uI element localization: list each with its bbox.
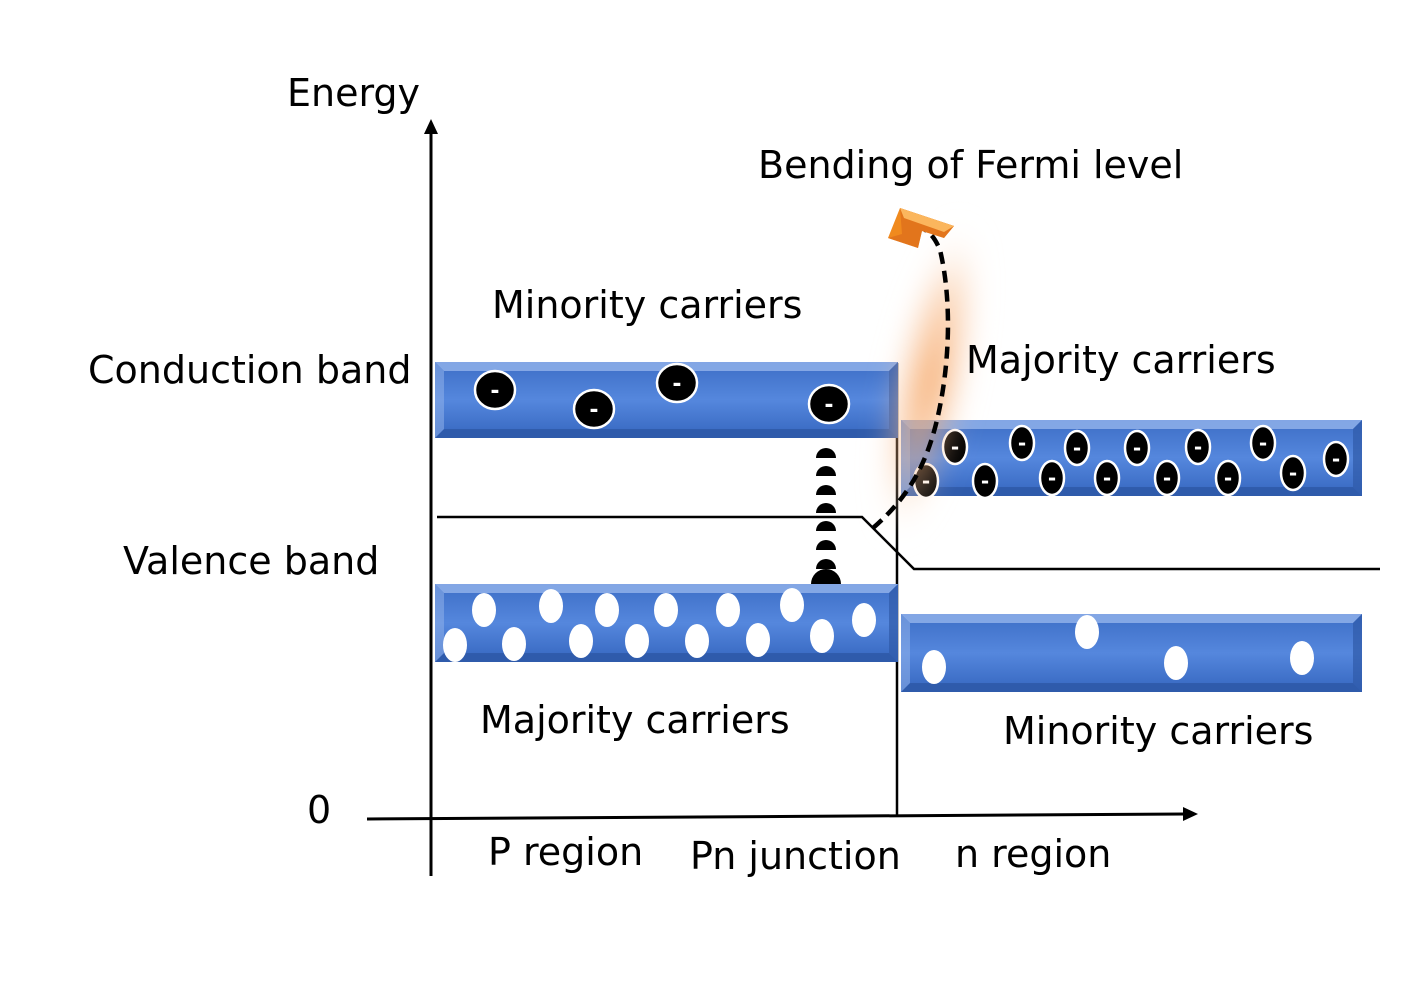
electron-charge-symbol: -	[1163, 466, 1171, 490]
transition-carrier	[816, 503, 836, 513]
electron-charge-symbol: -	[1133, 436, 1141, 460]
conduction-band-label: Conduction band	[88, 348, 411, 392]
n-majority-carriers-label: Majority carriers	[966, 338, 1276, 382]
electron-charge-symbol: -	[981, 469, 989, 493]
hole	[539, 589, 563, 623]
pn-junction-label: Pn junction	[690, 834, 901, 878]
electron: -	[971, 462, 999, 500]
position-axis-arrowhead	[1183, 807, 1198, 821]
p-majority-carriers-label: Majority carriers	[480, 698, 790, 742]
hole	[569, 624, 593, 658]
bending-arrowhead	[888, 208, 954, 248]
transition-carrier	[816, 466, 836, 476]
electron-charge-symbol: -	[490, 379, 499, 404]
transition-carrier	[816, 521, 836, 531]
electron-charge-symbol: -	[951, 435, 959, 459]
hole	[810, 619, 834, 653]
hole	[443, 628, 467, 662]
electron: -	[1214, 459, 1242, 497]
electron-charge-symbol: -	[1289, 461, 1297, 485]
electron-charge-symbol: -	[589, 398, 598, 423]
energy-axis-arrowhead	[424, 119, 438, 134]
fermi-level-line	[437, 515, 1380, 571]
hole	[1164, 646, 1188, 680]
electron-charge-symbol: -	[1194, 435, 1202, 459]
electron: -	[1008, 424, 1036, 462]
valence-band-label: Valence band	[123, 539, 379, 583]
hole	[852, 603, 876, 637]
electron-charge-symbol: -	[824, 393, 833, 418]
hole	[746, 623, 770, 657]
n-minority-carriers-label: Minority carriers	[1003, 709, 1313, 753]
hole	[1075, 615, 1099, 649]
electron: -	[1322, 440, 1350, 478]
transition-carrier	[816, 448, 836, 458]
n-region-label: n region	[955, 832, 1111, 876]
hole	[716, 593, 740, 627]
transition-carrier	[811, 569, 841, 584]
electron: -	[1184, 428, 1212, 466]
transition-carrier	[816, 540, 836, 550]
electron-charge-symbol: -	[672, 372, 681, 397]
hole	[780, 588, 804, 622]
hole	[922, 650, 946, 684]
hole	[685, 624, 709, 658]
origin-label: 0	[307, 788, 331, 832]
hole	[472, 593, 496, 627]
electron: -	[1093, 459, 1121, 497]
electron: -	[572, 388, 616, 430]
p-valence-band	[435, 584, 898, 662]
energy-axis-label: Energy	[287, 71, 420, 115]
electron-charge-symbol: -	[1048, 466, 1056, 490]
hole	[654, 593, 678, 627]
electron: -	[807, 383, 851, 425]
electron: -	[1279, 454, 1307, 492]
fermi-bending-arrow	[871, 225, 951, 530]
p-region-label: P region	[488, 830, 643, 874]
hole	[502, 627, 526, 661]
p-minority-carriers-label: Minority carriers	[492, 283, 802, 327]
hole	[1290, 641, 1314, 675]
electron-charge-symbol: -	[1224, 466, 1232, 490]
position-axis	[366, 812, 1187, 821]
electron: -	[473, 369, 517, 411]
bending-label: Bending of Fermi level	[758, 143, 1183, 187]
electron-charge-symbol: -	[1259, 431, 1267, 455]
transition-carrier	[816, 559, 836, 569]
hole	[595, 593, 619, 627]
electron: -	[1249, 424, 1277, 462]
n-valence-band	[901, 614, 1362, 692]
electron-charge-symbol: -	[1018, 431, 1026, 455]
fermi-bending-glow	[879, 218, 981, 542]
electron: -	[655, 362, 699, 404]
p-conduction-band: - - - -	[435, 362, 898, 438]
electron-charge-symbol: -	[1073, 436, 1081, 460]
electron: -	[1038, 459, 1066, 497]
electron-charge-symbol: -	[1103, 466, 1111, 490]
electron: -	[1153, 459, 1181, 497]
electron-charge-symbol: -	[1332, 447, 1340, 471]
hole	[625, 624, 649, 658]
electron: -	[1063, 429, 1091, 467]
carrier-transition-stack	[811, 448, 841, 584]
n-conduction-band: --------------	[901, 420, 1362, 500]
transition-carrier	[816, 485, 836, 495]
electron: -	[1123, 429, 1151, 467]
